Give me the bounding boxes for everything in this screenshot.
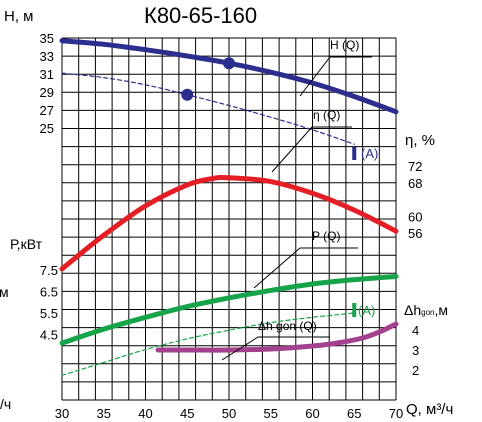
npsh-tick-label: 3 xyxy=(412,343,419,358)
head-tick-label: 35 xyxy=(40,31,54,46)
power-tick-label: 4.5 xyxy=(40,328,58,343)
npsh-tick-label: 4 xyxy=(412,323,419,338)
power-tick-label: 6.5 xyxy=(40,285,58,300)
x-tick-label: 55 xyxy=(264,406,278,421)
head-tick-label: 33 xyxy=(40,49,54,64)
npsh-tick-label: 2 xyxy=(412,363,419,378)
efficiency-axis-label: η, % xyxy=(405,132,436,149)
head-range-marker xyxy=(352,147,357,160)
series-line-efficiency xyxy=(59,174,399,272)
bottom-left-unit-cut: /ч xyxy=(0,396,12,412)
head-tick-label: 27 xyxy=(40,103,54,118)
leader-efficiency xyxy=(271,126,352,173)
power-tick-label: 5.5 xyxy=(40,306,58,321)
npsh-axis-unit: ,м xyxy=(434,302,449,318)
series-line-npsh xyxy=(155,321,399,353)
series-marker-head xyxy=(223,57,235,70)
x-tick-label: 70 xyxy=(389,406,403,421)
efficiency-tick-label: 56 xyxy=(408,226,422,241)
efficiency-tick-label: 60 xyxy=(408,209,422,224)
series-label-npsh: Δh gon (Q) xyxy=(258,319,317,333)
power-range-marker xyxy=(352,303,357,317)
series-marker-head xyxy=(181,88,194,101)
series-label-head: H (Q) xyxy=(330,38,360,52)
efficiency-tick-label: 72 xyxy=(408,159,422,174)
leader-npsh xyxy=(221,336,330,361)
head-axis-label: Н, м xyxy=(4,8,34,25)
power-range-marker-label: (A) xyxy=(358,303,376,318)
series-line-power xyxy=(59,273,399,346)
x-tick-label: 45 xyxy=(180,406,194,421)
series-label-power: P (Q) xyxy=(312,229,341,243)
x-tick-label: 40 xyxy=(138,406,152,421)
power-axis-label: Р,кВт xyxy=(10,236,42,252)
head-tick-label: 29 xyxy=(40,85,54,100)
leader-head xyxy=(299,56,372,97)
series-line-power-dashed xyxy=(61,312,355,376)
npsh-axis-symbol: Δh xyxy=(404,302,422,318)
leader-power xyxy=(253,247,358,289)
head-range-marker-label: (A) xyxy=(361,146,379,161)
series-line-head-dashed xyxy=(61,72,355,145)
power-axis-unit-cut: м xyxy=(0,284,9,300)
x-tick-label: 35 xyxy=(97,406,111,421)
x-tick-label: 50 xyxy=(222,406,236,421)
power-tick-label: 7.5 xyxy=(40,263,58,278)
x-tick-label: 60 xyxy=(305,406,319,421)
series-label-efficiency: η (Q) xyxy=(313,108,341,122)
x-tick-label: 30 xyxy=(55,406,69,421)
efficiency-tick-label: 68 xyxy=(408,176,422,191)
x-axis-label: Q, м³/ч xyxy=(406,401,454,418)
chart-title: К80-65-160 xyxy=(144,3,258,28)
head-tick-label: 25 xyxy=(40,121,54,136)
head-tick-label: 31 xyxy=(40,67,54,82)
x-tick-label: 65 xyxy=(347,406,361,421)
npsh-axis-subscript: gon xyxy=(421,308,435,317)
npsh-axis-label: Δhgon,м xyxy=(404,302,448,318)
